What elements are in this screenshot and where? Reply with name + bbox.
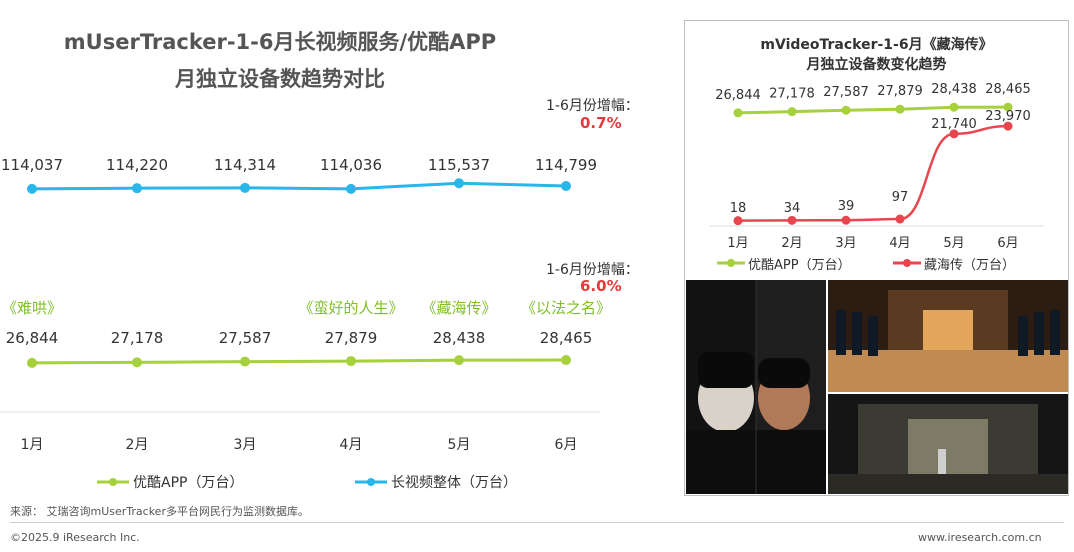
right-label-youku-1: 26,844 (715, 88, 761, 103)
right-label-youku-2: 27,178 (769, 87, 815, 102)
right-month-label-4: 4月 (889, 236, 910, 251)
growth-label-total: 1-6月份增幅： (546, 98, 639, 114)
label-youku-6: 28,465 (540, 329, 593, 347)
right-line-series-drama (737, 124, 1009, 222)
right-label-youku-3: 27,587 (823, 85, 869, 100)
right-label-drama-6: 23,970 (985, 109, 1031, 124)
right-point-drama-5 (949, 129, 959, 139)
right-month-label-1: 1月 (727, 236, 748, 251)
right-chart-title-line2: 月独立设备数变化趋势 (806, 57, 947, 73)
month-label-3: 3月 (234, 437, 257, 453)
right-point-drama-2 (787, 215, 797, 225)
label-total-4: 114,036 (320, 156, 382, 174)
drama-annotation-1: 《难哄》 (2, 299, 62, 317)
label-youku-2: 27,178 (111, 329, 164, 347)
courtyard-art (828, 394, 1068, 494)
right-line-chart: 26,844 27,178 27,587 27,879 28,438 28,465 18 34… (710, 82, 1044, 251)
right-legend-drama-marker (893, 259, 921, 267)
right-point-drama-1 (733, 216, 743, 226)
point-total-1 (27, 183, 37, 194)
footer-divider (10, 522, 1064, 523)
right-legend-drama-label: 藏海传（万台） (924, 258, 1016, 273)
drama-still-hall-image (828, 280, 1068, 392)
right-label-drama-3: 39 (838, 199, 855, 214)
point-youku-1 (27, 357, 37, 368)
legend-youku-marker (97, 478, 129, 486)
right-label-drama-1: 18 (730, 201, 747, 216)
right-line-series-youku (737, 105, 1009, 115)
right-legend: 优酷APP（万台） 藏海传（万台） (716, 254, 1056, 273)
right-legend-youku-label: 优酷APP（万台） (748, 258, 851, 273)
right-month-label-6: 6月 (997, 236, 1018, 251)
right-point-youku-3 (841, 105, 851, 115)
right-label-drama-4: 97 (892, 190, 909, 205)
growth-value-total: 0.7% (580, 114, 622, 132)
drama-annotation-4: 《蛮好的人生》 (298, 299, 403, 317)
point-youku-5 (454, 355, 464, 366)
line-series-youku (31, 358, 567, 365)
label-total-2: 114,220 (106, 156, 168, 174)
drama-annotation-5: 《藏海传》 (421, 299, 496, 317)
point-youku-3 (240, 356, 250, 367)
right-month-label-5: 5月 (943, 236, 964, 251)
legend-total-marker (355, 478, 387, 486)
month-label-2: 2月 (126, 437, 149, 453)
point-total-6 (561, 181, 571, 192)
right-panel (684, 20, 1069, 496)
month-label-1: 1月 (21, 437, 44, 453)
footer-copyright: ©2025.9 iResearch Inc. (10, 531, 140, 544)
source-footnote: 来源： 艾瑞咨询mUserTracker多平台网民行为监测数据库。 (10, 505, 309, 518)
poster-art (686, 280, 826, 494)
point-total-4 (346, 183, 356, 194)
legend-youku-label: 优酷APP（万台） (133, 475, 244, 491)
label-total-5: 115,537 (428, 156, 490, 174)
label-youku-3: 27,587 (219, 329, 272, 347)
label-youku-5: 28,438 (433, 329, 486, 347)
label-total-1: 114,037 (1, 156, 63, 174)
left-legend: 优酷APP（万台） 长视频整体（万台） (95, 472, 655, 492)
legend-total-label: 长视频整体（万台） (391, 475, 517, 491)
point-total-5 (454, 178, 464, 189)
left-chart-title-line1: mUserTracker-1-6月长视频服务/优酷APP (63, 30, 497, 54)
right-point-youku-2 (787, 107, 797, 117)
label-total-3: 114,314 (214, 156, 276, 174)
line-series-total (31, 181, 567, 191)
right-point-youku-4 (895, 104, 905, 114)
point-youku-6 (561, 355, 571, 366)
growth-value-youku: 6.0% (580, 277, 622, 295)
right-legend-youku-marker (717, 259, 745, 267)
right-month-label-2: 2月 (781, 236, 802, 251)
month-label-6: 6月 (555, 437, 578, 453)
point-total-2 (132, 183, 142, 194)
month-label-4: 4月 (340, 437, 363, 453)
hall-art (828, 280, 1068, 392)
right-point-drama-4 (895, 214, 905, 224)
right-month-label-3: 3月 (835, 236, 856, 251)
right-label-youku-4: 27,879 (877, 84, 923, 99)
growth-label-youku: 1-6月份增幅： (546, 262, 639, 278)
left-line-chart: 114,037 114,220 114,314 114,036 115,537 114,7… (0, 156, 611, 453)
right-label-youku-6: 28,465 (985, 82, 1031, 97)
drama-poster-image (686, 280, 826, 494)
right-point-youku-6 (1003, 102, 1013, 112)
footer-website: www.iresearch.com.cn (918, 531, 1042, 544)
month-label-5: 5月 (448, 437, 471, 453)
right-point-youku-1 (733, 108, 743, 118)
right-label-drama-2: 34 (784, 201, 801, 216)
drama-annotation-6: 《以法之名》 (521, 299, 611, 317)
point-youku-2 (132, 357, 142, 368)
drama-still-courtyard-image (828, 394, 1068, 494)
right-point-youku-5 (949, 102, 959, 112)
right-point-drama-3 (841, 215, 851, 225)
label-total-6: 114,799 (535, 156, 597, 174)
left-chart-title-line2: 月独立设备数趋势对比 (175, 67, 385, 91)
label-youku-1: 26,844 (6, 329, 59, 347)
right-label-youku-5: 28,438 (931, 82, 977, 97)
point-total-3 (240, 182, 250, 193)
right-label-drama-5: 21,740 (931, 117, 977, 132)
right-chart-title-line1: mVideoTracker-1-6月《藏海传》 (760, 37, 993, 53)
right-point-drama-6 (1003, 121, 1013, 131)
point-youku-4 (346, 356, 356, 367)
label-youku-4: 27,879 (325, 329, 378, 347)
